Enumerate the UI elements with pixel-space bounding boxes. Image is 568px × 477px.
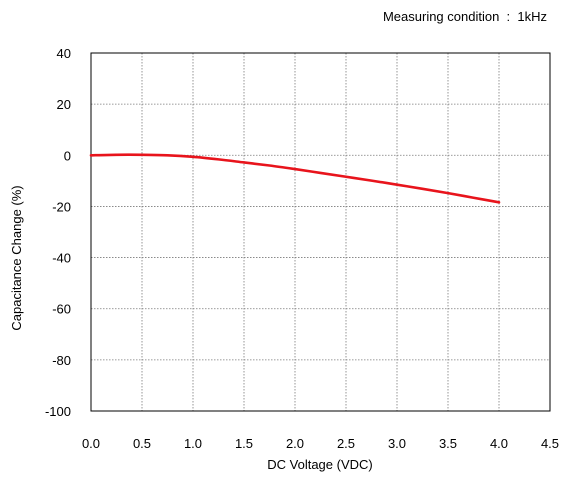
x-axis-label: DC Voltage (VDC) — [267, 457, 372, 472]
series-layer — [89, 153, 501, 204]
x-tick-label: 4.5 — [541, 436, 559, 451]
y-tick-label: -100 — [45, 404, 71, 419]
x-tick-label: 1.5 — [235, 436, 253, 451]
measuring-condition-note: Measuring condition : 1kHz — [383, 9, 547, 24]
y-axis-ticks: 40 20 0 -20 -40 -60 -80 -100 — [45, 46, 71, 419]
y-tick-label: 0 — [64, 148, 71, 163]
x-tick-label: 2.5 — [337, 436, 355, 451]
x-tick-label: 4.0 — [490, 436, 508, 451]
y-tick-label: -20 — [52, 199, 71, 214]
y-tick-label: -80 — [52, 353, 71, 368]
x-tick-label: 1.0 — [184, 436, 202, 451]
y-tick-label: -40 — [52, 251, 71, 266]
series-line-0 — [89, 153, 501, 204]
y-tick-label: 20 — [57, 97, 71, 112]
x-tick-label: 2.0 — [286, 436, 304, 451]
grid — [91, 53, 550, 411]
plot-area — [90, 52, 551, 412]
x-tick-label: 3.5 — [439, 436, 457, 451]
y-axis-label: Capacitance Change (%) — [9, 185, 24, 330]
y-tick-label: 40 — [57, 46, 71, 61]
x-axis-ticks: 0.0 0.5 1.0 1.5 2.0 2.5 3.0 3.5 4.0 4.5 — [82, 436, 559, 451]
x-tick-label: 0.0 — [82, 436, 100, 451]
x-tick-label: 0.5 — [133, 436, 151, 451]
y-tick-label: -60 — [52, 302, 71, 317]
x-tick-label: 3.0 — [388, 436, 406, 451]
